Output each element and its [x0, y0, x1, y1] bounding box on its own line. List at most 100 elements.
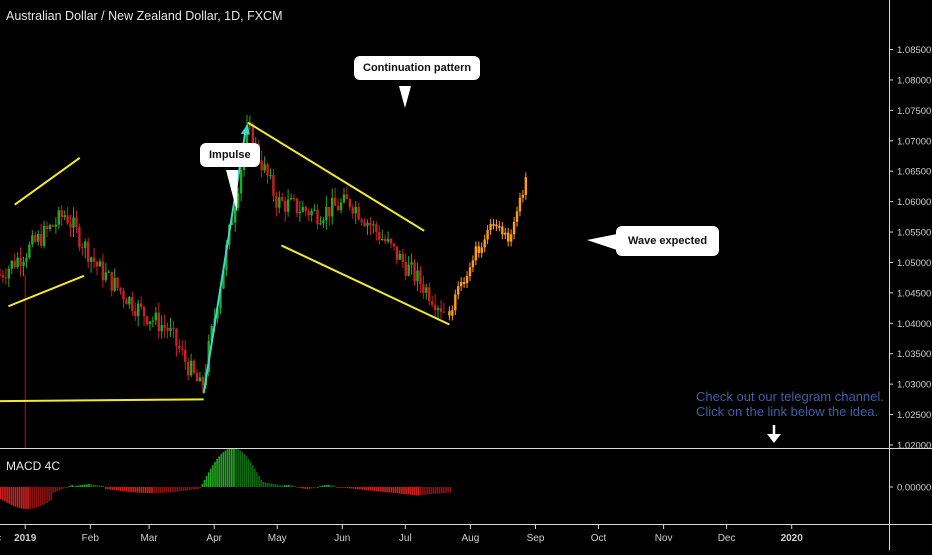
- wave-callout: Wave expected: [616, 226, 720, 256]
- candle: [222, 270, 225, 289]
- macd-bar: [354, 487, 357, 489]
- x-tick-label: May: [268, 533, 287, 544]
- macd-bar: [422, 487, 424, 495]
- macd-bar: [371, 487, 374, 491]
- y-tick-label: 1.04500: [897, 288, 931, 299]
- candle: [60, 210, 63, 218]
- macd-bar: [159, 487, 162, 493]
- candle: [110, 271, 113, 291]
- macd-bar: [161, 487, 164, 493]
- candle: [425, 287, 428, 293]
- macd-bar: [107, 487, 109, 490]
- macd-bar: [113, 487, 115, 491]
- macd-bar: [81, 484, 84, 487]
- macd-bar: [35, 487, 38, 508]
- macd-bar: [417, 487, 420, 496]
- candle: [142, 306, 146, 317]
- macd-bar: [294, 486, 296, 487]
- macd-bar: [29, 487, 31, 509]
- macd-bar: [77, 485, 80, 487]
- macd-bar: [222, 452, 225, 487]
- macd-bar: [73, 486, 76, 487]
- candle: [278, 197, 281, 208]
- macd-bar: [58, 487, 61, 491]
- macd-bar: [189, 487, 191, 491]
- macd-bar: [258, 476, 260, 487]
- macd-bar: [214, 461, 216, 487]
- down-arrow-head: [767, 434, 781, 443]
- candle: [16, 257, 19, 268]
- macd-bar: [449, 487, 451, 493]
- macd-bar: [170, 487, 172, 493]
- macd-bar: [16, 487, 19, 508]
- macd-bar: [380, 487, 382, 492]
- macd-bar: [149, 487, 151, 493]
- macd-bar: [279, 485, 281, 487]
- candle: [304, 207, 307, 212]
- candle: [92, 257, 96, 262]
- candle: [389, 238, 393, 244]
- flag-lower-line: [8, 274, 85, 308]
- support-line: [0, 398, 204, 403]
- projection-candle: [521, 194, 525, 198]
- macd-bar: [352, 487, 355, 489]
- macd-bar: [315, 487, 317, 488]
- macd-bar: [216, 459, 218, 487]
- macd-bar: [291, 485, 294, 487]
- macd-bar: [388, 487, 391, 493]
- macd-bar: [184, 487, 187, 491]
- macd-bar: [331, 485, 334, 487]
- macd-bar: [193, 487, 195, 490]
- candle: [231, 222, 234, 225]
- macd-bar: [151, 487, 153, 493]
- macd-bar: [39, 487, 42, 506]
- candle: [84, 241, 87, 248]
- macd-bar: [302, 487, 304, 489]
- candle: [39, 233, 43, 246]
- candle: [107, 271, 110, 273]
- macd-bar: [92, 484, 94, 487]
- candle: [89, 257, 93, 262]
- candle: [333, 197, 337, 206]
- macd-bar: [14, 487, 17, 507]
- macd-title: MACD 4C: [6, 459, 61, 473]
- macd-bar: [205, 476, 208, 487]
- projection-candle: [486, 229, 489, 240]
- macd-bar: [235, 448, 237, 487]
- macd-bar: [8, 487, 10, 504]
- macd-bar: [18, 487, 21, 509]
- macd-bar: [289, 485, 292, 487]
- macd-bar: [212, 465, 214, 487]
- macd-bar: [46, 487, 48, 503]
- macd-bar: [25, 487, 27, 509]
- projection-candle: [507, 232, 510, 242]
- projection-candle: [495, 224, 498, 227]
- macd-bar: [23, 487, 25, 509]
- candle: [286, 199, 290, 212]
- telegram-note: Check out our telegram channel. Click on…: [696, 389, 884, 419]
- candle: [436, 308, 440, 311]
- macd-bar: [252, 465, 254, 487]
- macd-bar: [27, 487, 29, 509]
- candle: [339, 202, 343, 211]
- macd-bar: [203, 479, 206, 487]
- macd-bar: [392, 487, 395, 493]
- candle: [383, 238, 387, 242]
- macd-bar: [134, 487, 136, 493]
- macd-bar: [333, 486, 336, 488]
- y-tick-label: 1.06000: [897, 197, 931, 208]
- macd-bar: [207, 472, 210, 487]
- projection-candle: [512, 221, 516, 235]
- macd-bar: [304, 487, 307, 489]
- macd-bar: [142, 487, 145, 493]
- candle: [128, 296, 131, 305]
- macd-bar: [121, 487, 124, 492]
- macd-bar: [65, 487, 67, 488]
- macd-bar: [60, 487, 63, 490]
- candle: [195, 372, 199, 382]
- macd-bar: [140, 487, 143, 493]
- macd-bar: [12, 487, 15, 506]
- candle: [363, 221, 366, 226]
- candle: [292, 198, 296, 200]
